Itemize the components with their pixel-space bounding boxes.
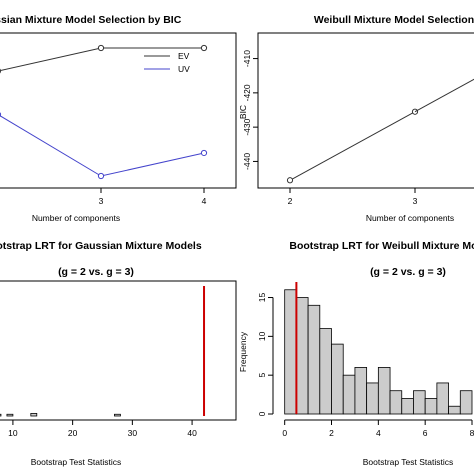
panel-1-title: Gaussian Mixture Model Selection by BIC bbox=[0, 14, 182, 26]
panel-2-y-tick-label: -430 bbox=[242, 118, 252, 135]
panel-4-x-axis-label: Bootstrap Test Statistics bbox=[363, 457, 454, 467]
panel-2-x-tick-label: 3 bbox=[413, 196, 418, 206]
panel-1-data-point-uv bbox=[200, 149, 208, 157]
panel-3-histogram-bar bbox=[30, 412, 38, 417]
panel-1-x-tick-label: 3 bbox=[99, 196, 104, 206]
panel-1-data-point-uv bbox=[0, 112, 2, 117]
panel-4-histogram-bar bbox=[389, 390, 403, 415]
panel-1-data-point-ev bbox=[97, 44, 105, 52]
panel-4-title: Bootstrap LRT for Weibull Mixture Models bbox=[289, 240, 474, 252]
panel-1-legend-label-uv: UV bbox=[178, 64, 190, 74]
panel-4-x-tick-label: 6 bbox=[423, 428, 428, 438]
panel-4-histogram-bar bbox=[413, 390, 426, 415]
panel-1-series-line-uv bbox=[0, 115, 205, 177]
panel-4-histogram-bar bbox=[436, 382, 449, 415]
panel-4-y-tick-label: 5 bbox=[257, 373, 267, 378]
panel-3-histogram-bar bbox=[114, 413, 121, 417]
panel-3-plot-frame bbox=[0, 280, 237, 421]
panel-2-x-tick-label: 2 bbox=[288, 196, 293, 206]
panel-4-histogram-bar bbox=[307, 304, 321, 415]
panel-4-x-tick-label: 2 bbox=[329, 428, 334, 438]
panel-2-y-tick-label: -410 bbox=[242, 50, 252, 67]
panel-1-data-point-uv bbox=[97, 172, 105, 180]
panel-3-x-tick-label: 40 bbox=[187, 428, 197, 438]
panel-3-histogram-bar bbox=[6, 413, 14, 417]
panel-2-series-line-continuation bbox=[414, 78, 474, 113]
panel-4-histogram-bar bbox=[284, 289, 297, 415]
panel-3-x-tick-label: 20 bbox=[68, 428, 78, 438]
panel-4-histogram-bar bbox=[319, 328, 332, 415]
panel-2-y-tick-label: -420 bbox=[242, 84, 252, 101]
panel-4-histogram-bar bbox=[377, 367, 391, 415]
panel-2-series-line bbox=[289, 111, 416, 181]
panel-4-histogram-bar bbox=[459, 390, 473, 415]
panel-4-x-tick-label: 0 bbox=[282, 428, 287, 438]
panel-4-y-tick-label: 10 bbox=[257, 331, 267, 341]
panel-4-histogram-bar bbox=[354, 367, 368, 415]
panel-1-series-line-ev bbox=[0, 47, 204, 72]
panel-2-y-tick-label: -440 bbox=[242, 153, 252, 170]
panel-4-histogram-bar bbox=[331, 343, 344, 415]
panel-4-subtitle: (g = 2 vs. g = 3) bbox=[370, 266, 446, 278]
panel-4-histogram-bar bbox=[366, 382, 379, 415]
panel-2-y-axis-label: BIC bbox=[238, 105, 248, 119]
panel-3-title: Bootstrap LRT for Gaussian Mixture Model… bbox=[0, 240, 202, 252]
panel-4-histogram-bar bbox=[424, 398, 438, 415]
panel-4-histogram-bar bbox=[295, 297, 309, 415]
panel-4-histogram-bar bbox=[401, 398, 414, 415]
panel-2-title: Weibull Mixture Model Selection bbox=[314, 14, 474, 26]
panel-1-data-point-ev bbox=[0, 68, 2, 74]
panel-4-histogram-bar bbox=[448, 405, 461, 415]
panel-4-y-axis-label: Frequency bbox=[238, 331, 248, 372]
panel-3-x-tick-label: 30 bbox=[128, 428, 138, 438]
panel-1-x-axis-label: Number of components bbox=[32, 213, 120, 223]
panel-1-data-point-ev bbox=[200, 44, 208, 52]
panel-3-x-axis-label: Bootstrap Test Statistics bbox=[31, 457, 122, 467]
panel-4-histogram-bar bbox=[342, 374, 356, 415]
chart-marks: 3 4 EV UV 2 3 -410 -420 -430 -440 10 20 30 40 0 2 4 6 8 0 5 1… bbox=[0, 32, 474, 438]
panel-3-subtitle: (g = 2 vs. g = 3) bbox=[58, 266, 134, 278]
panel-3-x-tick-label: 10 bbox=[8, 428, 18, 438]
panel-4-y-tick-label: 0 bbox=[257, 411, 267, 416]
panel-2-plot-frame bbox=[257, 32, 474, 189]
panel-1-plot-frame bbox=[0, 32, 237, 189]
panel-4-y-tick-label: 15 bbox=[257, 293, 267, 303]
panel-4-x-tick-label: 4 bbox=[376, 428, 381, 438]
panel-3-histogram-bar bbox=[0, 413, 2, 417]
panel-1-x-tick-label: 4 bbox=[202, 196, 207, 206]
panel-4-x-tick-label: 8 bbox=[470, 428, 474, 438]
panel-1-legend-label-ev: EV bbox=[178, 51, 190, 61]
panel-2-data-point bbox=[286, 177, 294, 184]
panel-2-x-axis-label: Number of components bbox=[366, 213, 454, 223]
